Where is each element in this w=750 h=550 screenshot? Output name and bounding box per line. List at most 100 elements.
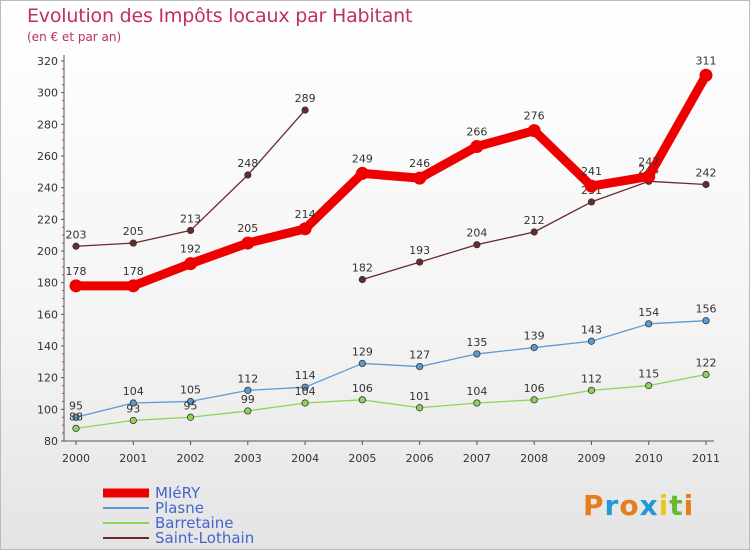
- data-label-mi-ry: 266: [466, 126, 487, 139]
- proxiti-logo: Proxiti: [583, 489, 694, 522]
- logo-letter: P: [583, 489, 605, 522]
- point-saint-lothain: [587, 198, 596, 206]
- point-mi-ry: [584, 179, 598, 193]
- point-saint-lothain: [301, 106, 309, 114]
- point-barretaine: [244, 407, 252, 415]
- x-tick-label: 2001: [119, 452, 147, 465]
- point-saint-lothain: [72, 242, 80, 250]
- point-barretaine: [702, 370, 710, 379]
- data-label-barretaine: 106: [524, 382, 545, 395]
- point-plasne: [473, 350, 481, 358]
- data-label-barretaine: 101: [409, 390, 430, 403]
- data-label-saint-lothain: 203: [66, 228, 87, 241]
- data-label-plasne: 95: [69, 399, 83, 412]
- point-saint-lothain: [129, 239, 137, 247]
- point-plasne: [358, 359, 366, 368]
- point-plasne: [416, 362, 424, 371]
- series-line-barretaine: [75, 373, 707, 429]
- point-mi-ry: [298, 222, 312, 236]
- point-mi-ry: [527, 124, 541, 138]
- x-tick-label: 2006: [406, 452, 434, 465]
- point-plasne: [702, 317, 710, 325]
- legend-label-saint-lothain: Saint-Lothain: [155, 529, 254, 547]
- data-label-saint-lothain: 289: [295, 92, 316, 105]
- y-tick-label: 200: [37, 245, 58, 258]
- data-label-mi-ry: 249: [352, 152, 373, 165]
- data-label-mi-ry: 192: [180, 243, 201, 256]
- legend-label-plasne: Plasne: [155, 499, 204, 517]
- data-label-plasne: 139: [524, 330, 545, 343]
- y-tick-label: 120: [37, 372, 58, 385]
- x-tick-label: 2003: [234, 452, 262, 465]
- point-barretaine: [530, 396, 538, 404]
- data-label-mi-ry: 311: [696, 54, 717, 67]
- point-barretaine: [186, 413, 195, 421]
- data-label-mi-ry: 241: [581, 165, 602, 178]
- data-label-plasne: 129: [352, 345, 373, 358]
- data-label-barretaine: 93: [126, 402, 140, 415]
- x-tick-label: 2004: [291, 452, 319, 465]
- y-tick-label: 280: [37, 118, 58, 131]
- y-tick-label: 320: [37, 55, 58, 68]
- point-plasne: [186, 397, 195, 406]
- logo-letter: i: [658, 489, 670, 522]
- point-mi-ry: [642, 170, 656, 184]
- series-line-plasne: [75, 320, 707, 418]
- logo-letter: t: [669, 489, 684, 522]
- y-tick-label: 100: [37, 403, 58, 416]
- data-label-plasne: 104: [123, 385, 144, 398]
- y-tick-label: 220: [37, 213, 58, 226]
- series-line-mi-ry: [71, 70, 711, 291]
- point-plasne: [72, 413, 80, 421]
- point-saint-lothain: [702, 180, 710, 189]
- data-label-barretaine: 106: [352, 382, 373, 395]
- point-mi-ry: [355, 166, 369, 180]
- data-label-barretaine: 88: [69, 410, 83, 423]
- point-saint-lothain: [358, 275, 366, 284]
- data-label-plasne: 105: [180, 383, 201, 396]
- logo-letter: r: [604, 489, 620, 522]
- x-tick-label: 2010: [635, 452, 663, 465]
- x-tick-label: 2011: [692, 452, 720, 465]
- point-saint-lothain: [530, 228, 538, 236]
- data-label-plasne: 156: [696, 303, 717, 316]
- data-label-barretaine: 122: [696, 357, 717, 370]
- chart-subtitle: (en € et par an): [27, 30, 122, 44]
- data-label-plasne: 154: [638, 306, 659, 319]
- data-label-mi-ry: 276: [524, 110, 545, 123]
- point-plasne: [129, 399, 137, 407]
- point-barretaine: [473, 399, 481, 407]
- point-barretaine: [587, 386, 596, 394]
- data-label-barretaine: 112: [581, 372, 602, 385]
- data-label-plasne: 127: [409, 349, 430, 362]
- point-mi-ry: [241, 236, 255, 250]
- data-label-plasne: 143: [581, 323, 602, 336]
- data-label-plasne: 114: [295, 369, 316, 382]
- data-label-barretaine: 104: [466, 385, 487, 398]
- data-label-barretaine: 104: [295, 385, 316, 398]
- data-label-saint-lothain: 182: [352, 262, 373, 275]
- x-tick-label: 2005: [348, 452, 376, 465]
- data-label-barretaine: 115: [638, 368, 659, 381]
- data-label-mi-ry: 214: [295, 208, 316, 221]
- x-tick-label: 2007: [463, 452, 491, 465]
- x-tick-label: 2002: [177, 452, 205, 465]
- data-label-mi-ry: 178: [123, 265, 144, 278]
- data-label-saint-lothain: 193: [409, 244, 430, 257]
- x-tick-label: 2008: [520, 452, 548, 465]
- data-label-mi-ry: 205: [237, 222, 258, 235]
- point-barretaine: [358, 396, 366, 404]
- point-mi-ry: [184, 257, 198, 271]
- data-label-mi-ry: 246: [409, 157, 430, 170]
- y-tick-label: 140: [37, 340, 58, 353]
- x-tick-label: 2009: [577, 452, 605, 465]
- point-plasne: [301, 383, 309, 391]
- point-barretaine: [72, 424, 80, 432]
- data-label-saint-lothain: 248: [237, 157, 258, 170]
- point-saint-lothain: [244, 171, 252, 179]
- logo-letter: i: [683, 489, 695, 522]
- data-label-plasne: 112: [237, 372, 258, 385]
- y-tick-label: 300: [37, 87, 58, 100]
